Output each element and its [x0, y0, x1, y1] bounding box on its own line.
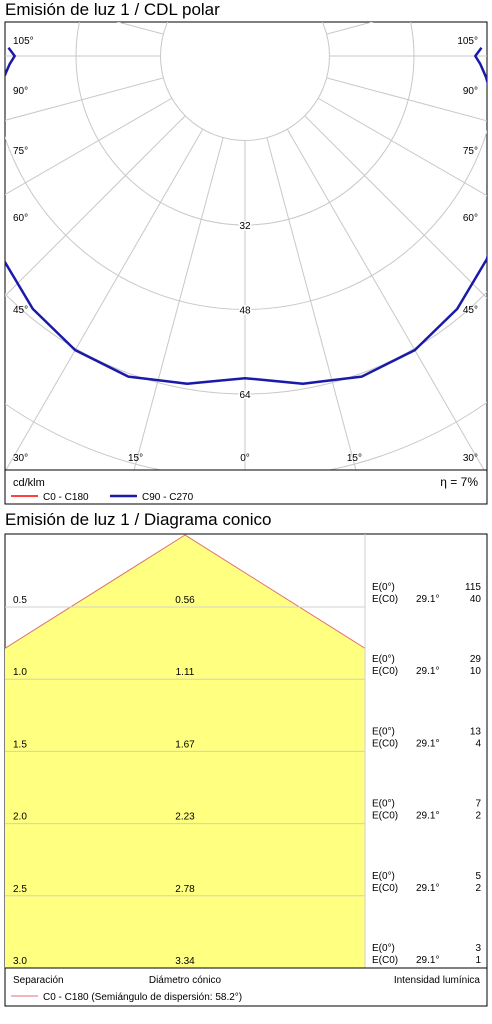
- cone-diameter-label: 1.67: [175, 739, 195, 750]
- polar-angle-label-right: 15°: [347, 453, 362, 464]
- cone-separation-label: 3.0: [13, 956, 27, 967]
- cone-footer-diameter: Diámetro cónico: [149, 975, 222, 986]
- polar-angle-label-right: 45°: [463, 305, 478, 316]
- cone-ec0-value: 1: [475, 955, 481, 966]
- polar-angle-label-right: 105°: [457, 36, 478, 47]
- cone-angle-label: 29.1°: [416, 738, 439, 749]
- polar-angle-label-left: 30°: [13, 453, 28, 464]
- polar-grid-spoke: [304, 115, 487, 299]
- cone-footer-intensity: Intensidad lumínica: [394, 975, 481, 986]
- cone-ec0-value: 4: [475, 738, 481, 749]
- polar-grid-spoke: [5, 115, 186, 297]
- polar-series-curve: [5, 46, 487, 385]
- cone-e0-label: E(0°): [372, 799, 395, 810]
- cone-angle-label: 29.1°: [416, 811, 439, 822]
- cone-ec0-value: 2: [475, 883, 481, 894]
- cone-e0-label: E(0°): [372, 582, 395, 593]
- cone-e0-value: 29: [470, 654, 482, 665]
- polar-chart-title: Emisión de luz 1 / CDL polar: [5, 0, 220, 19]
- polar-angle-label-left: 75°: [13, 146, 28, 157]
- cone-e0-label: E(0°): [372, 654, 395, 665]
- polar-grid-spoke: [286, 128, 485, 470]
- polar-angle-label-right: 60°: [463, 213, 478, 224]
- cone-e0-value: 3: [475, 943, 481, 954]
- cone-angle-label: 29.1°: [416, 955, 439, 966]
- polar-grid-spoke: [5, 97, 173, 196]
- cone-e0-value: 13: [470, 726, 482, 737]
- polar-grid: [0, 0, 492, 470]
- cone-ec0-label: E(C0): [372, 738, 398, 749]
- cone-ec0-label: E(C0): [372, 594, 398, 605]
- cone-footer-separation: Separación: [13, 975, 64, 986]
- cone-e0-label: E(0°): [372, 871, 395, 882]
- polar-efficiency-label: η = 7%: [440, 475, 478, 489]
- polar-angle-label-left: 90°: [13, 86, 28, 97]
- polar-radial-tick-label: 32: [239, 221, 251, 232]
- cone-e0-label: E(0°): [372, 726, 395, 737]
- cone-ec0-label: E(C0): [372, 955, 398, 966]
- cone-separation-label: 1.0: [13, 667, 27, 678]
- polar-radial-tick-label: 48: [239, 306, 251, 317]
- polar-angle-label-left: 45°: [13, 305, 28, 316]
- polar-angle-label-right: 90°: [463, 86, 478, 97]
- cone-angle-label: 29.1°: [416, 883, 439, 894]
- cone-e0-value: 115: [465, 582, 481, 593]
- cone-chart-title: Emisión de luz 1 / Diagrama conico: [5, 510, 272, 529]
- polar-grid-spoke: [0, 0, 172, 14]
- cone-e0-label: E(0°): [372, 943, 395, 954]
- cone-separation-label: 2.0: [13, 812, 27, 823]
- cone-ec0-label: E(C0): [372, 666, 398, 677]
- cone-separation-label: 1.5: [13, 739, 27, 750]
- polar-angle-label-right: 30°: [463, 453, 478, 464]
- polar-angle-label-left: 60°: [13, 213, 28, 224]
- cone-legend-box: [4, 967, 488, 1007]
- polar-units-label: cd/klm: [13, 477, 45, 489]
- polar-grid-spoke: [5, 77, 164, 121]
- polar-angle-label-left: 105°: [13, 36, 34, 47]
- polar-radial-tick-label: 64: [239, 390, 251, 401]
- polar-grid-spoke: [326, 77, 487, 122]
- cone-separation-label: 0.5: [13, 595, 27, 606]
- polar-angle-label-right: 75°: [463, 146, 478, 157]
- polar-grid-spoke: [317, 97, 487, 197]
- cone-footer-legend-label: C0 - C180 (Semiángulo de dispersión: 58.…: [43, 992, 242, 1003]
- cone-ec0-label: E(C0): [372, 883, 398, 894]
- cone-angle-label: 29.1°: [416, 594, 439, 605]
- polar-legend-box: [4, 469, 488, 505]
- polar-grid-spoke: [266, 137, 357, 470]
- polar-angle-label-left: 15°: [128, 453, 143, 464]
- cone-e0-value: 5: [475, 871, 481, 882]
- cone-diameter-label: 1.11: [176, 667, 195, 678]
- cone-diameter-label: 3.34: [175, 956, 195, 967]
- polar-angle-label-center: 0°: [240, 453, 250, 464]
- cone-e0-value: 7: [475, 799, 481, 810]
- legend-label-c0: C0 - C180: [43, 492, 89, 503]
- cone-ec0-value: 2: [475, 811, 481, 822]
- polar-grid-spoke: [5, 128, 204, 470]
- polar-plot-frame: [4, 21, 488, 471]
- polar-grid-spoke: [318, 0, 492, 14]
- cone-separation-label: 2.5: [13, 884, 27, 895]
- cone-ec0-label: E(C0): [372, 811, 398, 822]
- cone-diameter-label: 0.56: [175, 595, 195, 606]
- cone-ec0-value: 10: [470, 666, 482, 677]
- cone-diameter-label: 2.23: [175, 812, 195, 823]
- cone-ec0-value: 40: [470, 594, 482, 605]
- polar-grid-spoke: [133, 137, 224, 470]
- cone-angle-label: 29.1°: [416, 666, 439, 677]
- legend-label-c90: C90 - C270: [142, 492, 194, 503]
- cone-diameter-label: 2.78: [175, 884, 195, 895]
